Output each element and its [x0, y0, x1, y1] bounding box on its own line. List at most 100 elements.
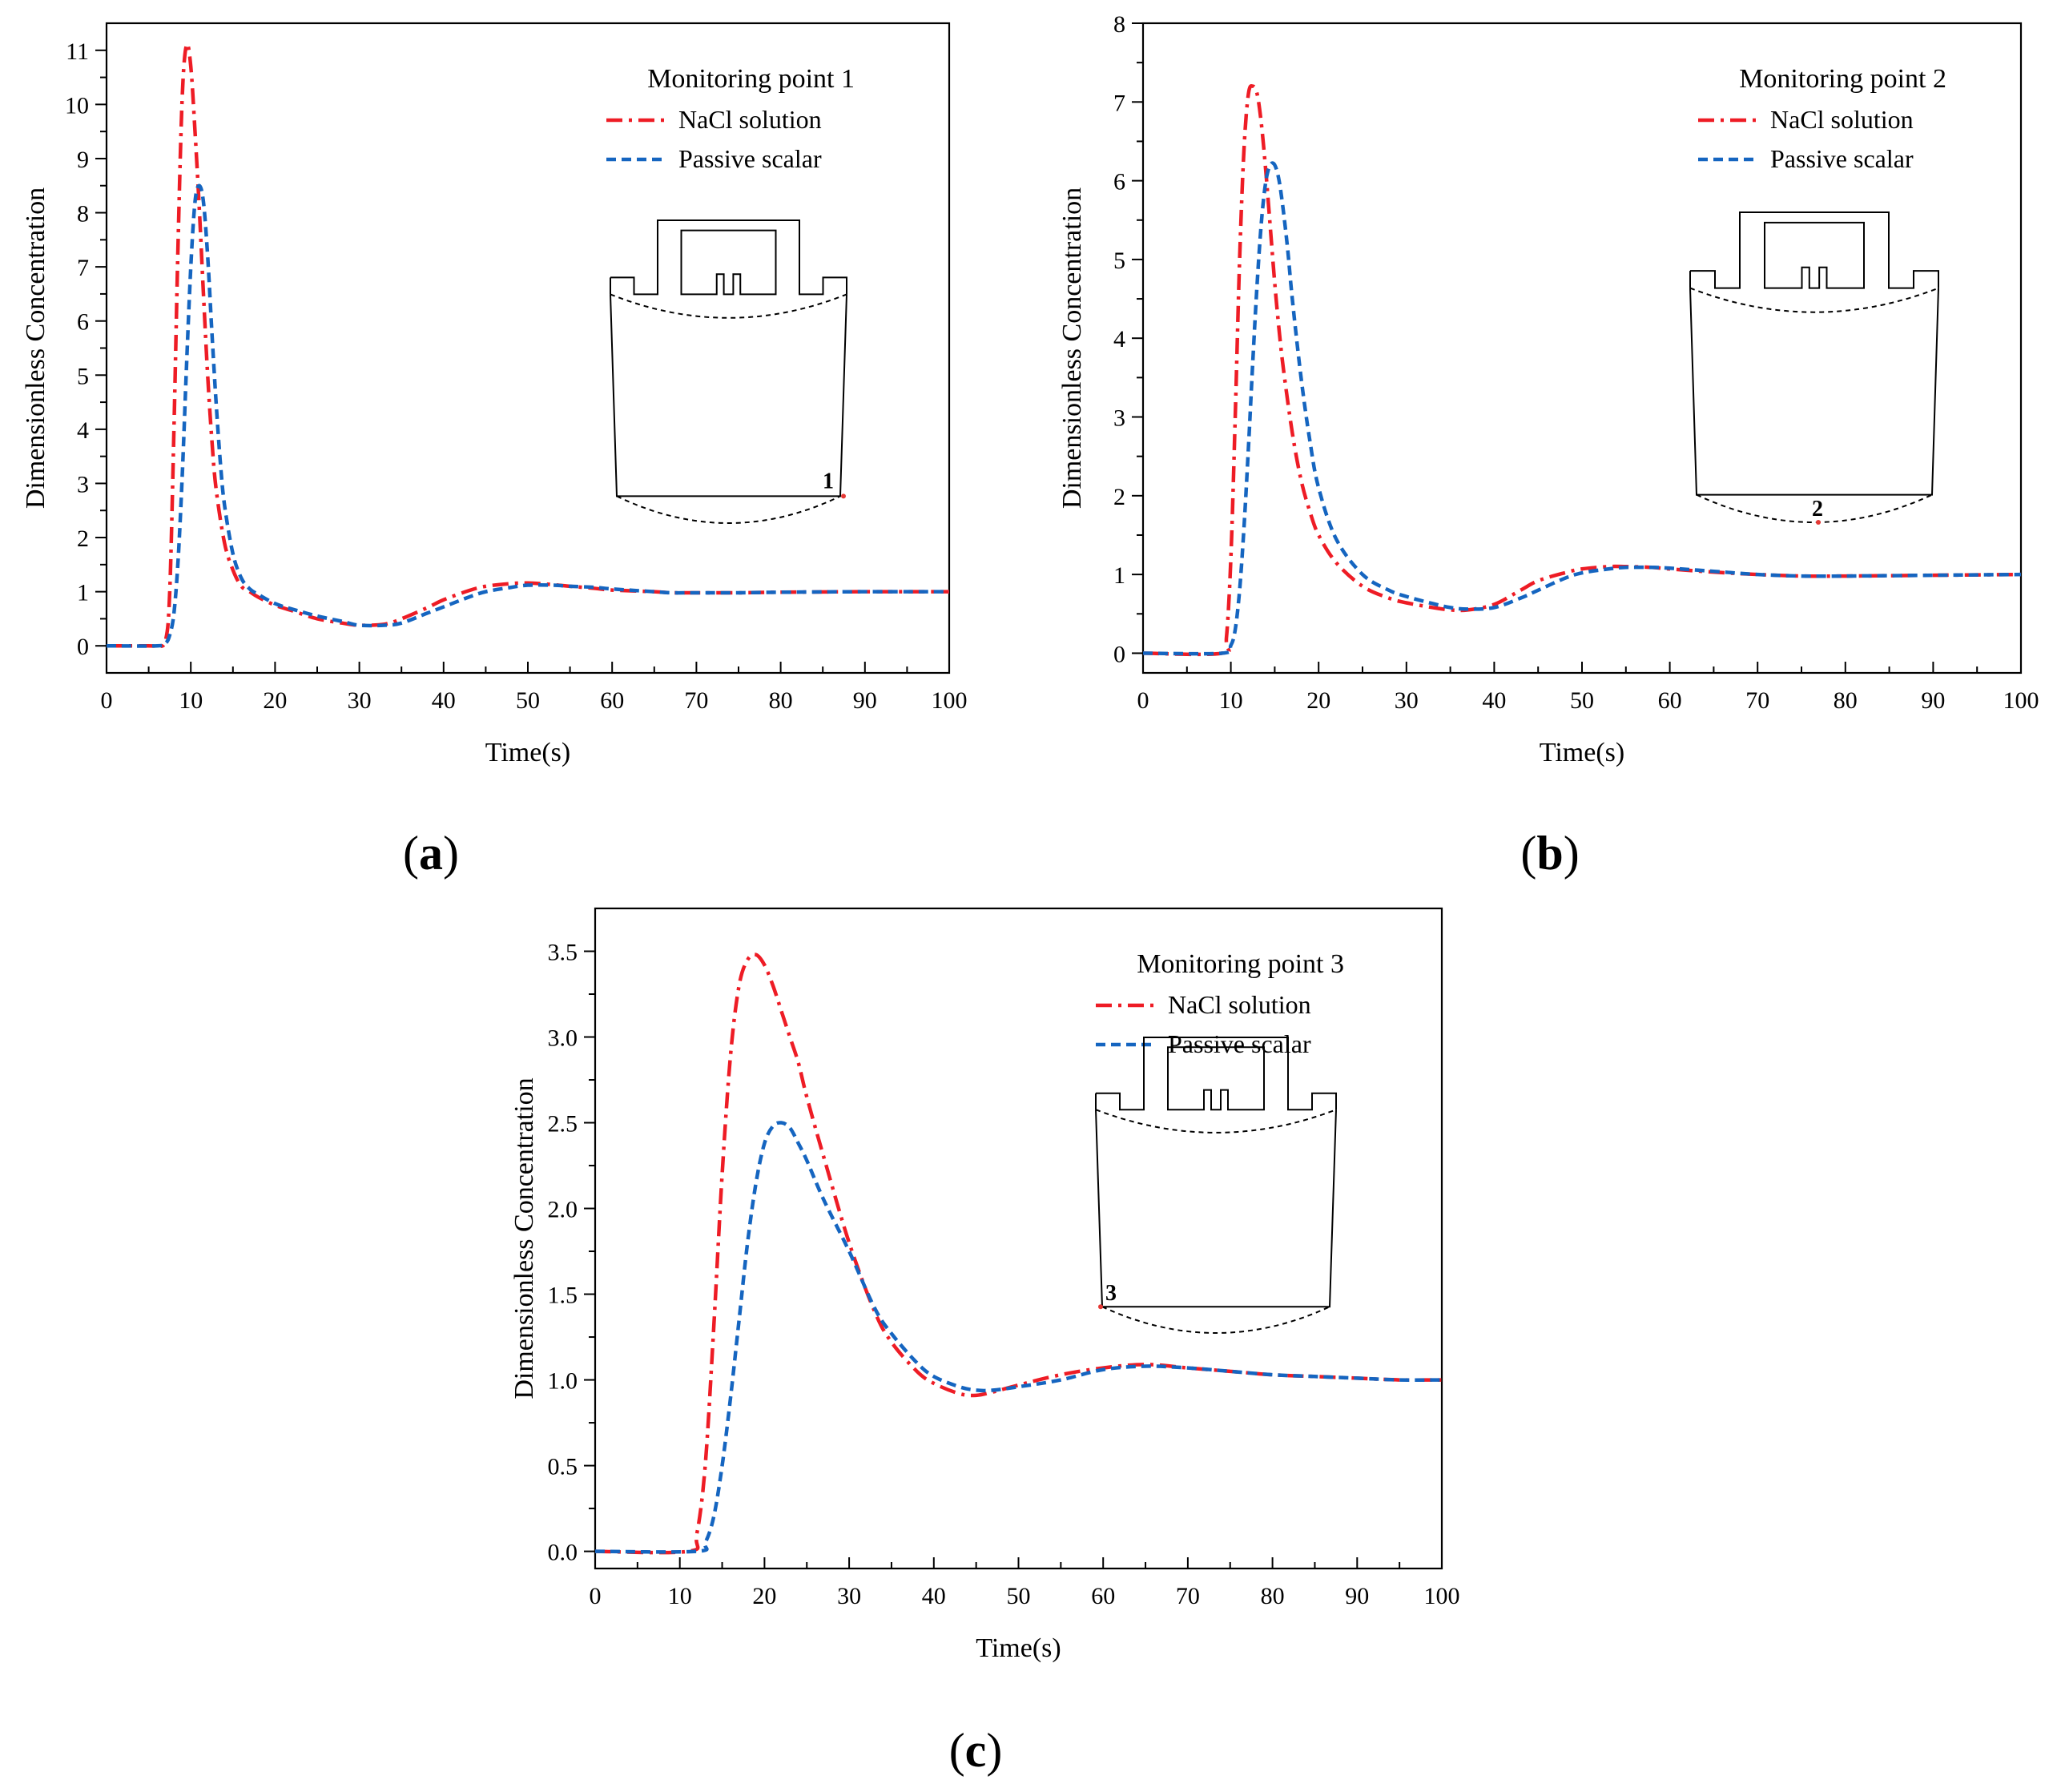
x-tick-label: 40 — [922, 1583, 946, 1609]
x-tick-label: 80 — [769, 687, 793, 714]
y-tick-label: 0.5 — [548, 1454, 578, 1480]
legend-label: NaCl solution — [1770, 105, 1914, 134]
x-tick-label: 30 — [837, 1583, 861, 1609]
legend-label: NaCl solution — [1168, 990, 1311, 1019]
y-tick-label: 6 — [77, 309, 89, 336]
legend-label: Passive scalar — [1770, 144, 1914, 173]
x-tick-label: 80 — [1834, 687, 1858, 714]
tank-outline-top — [610, 219, 847, 296]
x-tick-label: 10 — [668, 1583, 692, 1609]
x-tick-label: 0 — [101, 687, 113, 714]
x-tick-label: 20 — [752, 1583, 776, 1609]
chart-panel-b: 0 10 20 30 40 50 60 70 80 90 100 0 1 2 3 4 5 6 7 8 Time(s) Di… — [1057, 11, 2039, 880]
y-tick-label: 8 — [77, 201, 89, 228]
legend-label: Passive scalar — [1168, 1029, 1311, 1058]
x-tick-label: 50 — [1570, 687, 1594, 714]
series-line-nacl-solution — [107, 42, 949, 648]
series-line-passive-scalar — [107, 183, 949, 648]
x-tick-label: 100 — [932, 687, 968, 714]
free-surface-arc — [1689, 287, 1939, 313]
x-tick-label: 70 — [684, 687, 708, 714]
tank-outline-top — [1690, 211, 1939, 289]
tank-body — [1689, 288, 1939, 496]
y-tick-label: 11 — [66, 38, 89, 65]
plot-frame — [594, 907, 1443, 1570]
monitoring-point-marker — [841, 493, 846, 499]
y-tick-label: 2 — [1113, 484, 1125, 510]
x-tick-label: 50 — [1007, 1583, 1031, 1609]
x-tick-label: 50 — [516, 687, 540, 714]
y-tick-label: 2.5 — [548, 1111, 578, 1138]
y-tick-label: 3.0 — [548, 1025, 578, 1052]
x-tick-label: 90 — [853, 687, 877, 714]
y-tick-label: 6 — [1113, 169, 1125, 195]
y-tick-label: 1 — [77, 580, 89, 606]
y-tick-label: 2 — [77, 526, 89, 552]
y-tick-label: 1.0 — [548, 1368, 578, 1395]
inner-chamber — [1167, 1046, 1265, 1111]
y-tick-label: 0.0 — [548, 1540, 578, 1566]
x-tick-label: 100 — [1424, 1583, 1460, 1609]
legend-label: Passive scalar — [678, 144, 822, 173]
x-tick-label: 60 — [1658, 687, 1682, 714]
y-tick-label: 7 — [77, 255, 89, 281]
y-tick-label: 5 — [1113, 248, 1125, 274]
y-tick-label: 1.5 — [548, 1283, 578, 1309]
x-tick-label: 10 — [179, 687, 203, 714]
y-tick-label: 7 — [1113, 90, 1125, 116]
y-tick-label: 1 — [1113, 562, 1125, 589]
x-tick-label: 70 — [1745, 687, 1769, 714]
tank-schematic: 2 — [1689, 211, 1939, 525]
y-tick-label: 2.0 — [548, 1197, 578, 1223]
series-line-passive-scalar — [595, 1121, 1442, 1554]
panel-letter: c — [965, 1724, 987, 1777]
legend-title: Monitoring point 1 — [647, 64, 855, 94]
x-tick-label: 40 — [1482, 687, 1506, 714]
tank-outline-top — [1096, 1037, 1337, 1111]
x-tick-label: 0 — [590, 1583, 602, 1609]
x-tick-label: 30 — [1395, 687, 1419, 714]
y-tick-label: 8 — [1113, 11, 1125, 38]
monitoring-point-label: 3 — [1105, 1281, 1117, 1306]
x-tick-label: 80 — [1261, 1583, 1285, 1609]
x-axis-title: Time(s) — [976, 1633, 1061, 1663]
x-tick-label: 30 — [348, 687, 372, 714]
y-axis-title: Dimensionless Concentration — [509, 1077, 539, 1399]
x-tick-label: 10 — [1219, 687, 1243, 714]
panel-letter: a — [419, 827, 443, 880]
legend-title: Monitoring point 3 — [1137, 949, 1344, 979]
y-axis-title: Dimensionless Concentration — [21, 187, 50, 509]
x-tick-label: 60 — [1091, 1583, 1115, 1609]
free-surface-arc — [610, 293, 847, 319]
tank-schematic: 1 — [610, 219, 847, 524]
y-tick-label: 9 — [77, 147, 89, 173]
monitoring-point-label: 2 — [1812, 497, 1823, 521]
free-surface-arc — [1095, 1109, 1337, 1134]
x-tick-label: 70 — [1176, 1583, 1200, 1609]
tank-body — [1095, 1109, 1337, 1308]
y-tick-label: 5 — [77, 363, 89, 389]
monitoring-point-marker — [1098, 1304, 1103, 1310]
plot-frame — [105, 22, 951, 675]
x-tick-label: 60 — [600, 687, 624, 714]
panel-label: (a) — [403, 827, 459, 880]
y-axis-title: Dimensionless Concentration — [1057, 187, 1087, 509]
y-tick-label: 10 — [65, 92, 89, 119]
bottom-arc — [616, 495, 841, 524]
chart-panel-a: 0 10 20 30 40 50 60 70 80 90 100 0 1 2 3 4 5 6 7 8 9 10 11 Time… — [21, 22, 968, 880]
inner-chamber — [680, 229, 777, 296]
inner-chamber — [1764, 221, 1865, 289]
legend-title: Monitoring point 2 — [1739, 64, 1946, 94]
tank-body — [610, 294, 847, 497]
y-tick-label: 3.5 — [548, 940, 578, 966]
x-tick-label: 20 — [263, 687, 287, 714]
x-tick-label: 100 — [2003, 687, 2039, 714]
y-tick-label: 4 — [77, 417, 89, 444]
panel-letter: b — [1536, 827, 1563, 880]
x-tick-label: 0 — [1137, 687, 1149, 714]
x-tick-label: 40 — [432, 687, 456, 714]
y-tick-label: 4 — [1113, 326, 1125, 352]
monitoring-point-marker — [1816, 520, 1821, 525]
x-tick-label: 20 — [1306, 687, 1330, 714]
